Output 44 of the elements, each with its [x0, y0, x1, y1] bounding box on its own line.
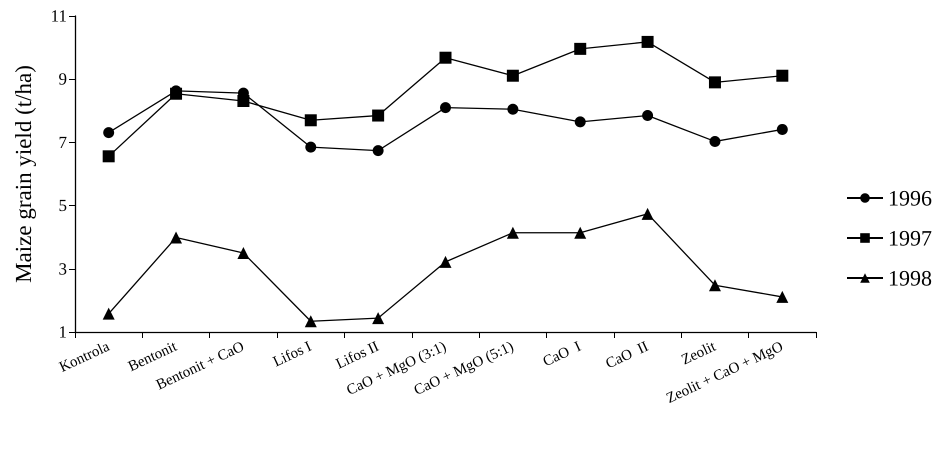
legend-label: 1998: [888, 266, 932, 290]
point: [304, 114, 317, 126]
point: [102, 308, 115, 320]
x-tick-label: Zeolit: [679, 338, 720, 368]
y-tick-label: 9: [58, 70, 67, 89]
point: [776, 70, 788, 82]
point: [440, 256, 452, 268]
point: [440, 52, 452, 64]
y-tick-label: 11: [50, 6, 67, 26]
point: [709, 136, 720, 147]
y-tick-label: 1: [58, 322, 67, 342]
y-tick-label: 7: [58, 132, 68, 152]
point: [372, 312, 384, 324]
point: [507, 104, 518, 115]
point: [170, 232, 182, 244]
point: [440, 102, 451, 114]
x-tick-label: CaO I: [540, 338, 584, 370]
point: [642, 110, 654, 122]
legend-label: 1997: [888, 226, 932, 250]
point: [372, 145, 384, 156]
y-axis-title: Maize grain yield (t/ha): [11, 65, 36, 283]
point: [776, 124, 788, 135]
point: [304, 315, 317, 328]
x-tick-label: Lifos II: [334, 338, 382, 372]
point: [574, 226, 586, 239]
point: [708, 76, 721, 88]
point: [642, 208, 654, 220]
point: [506, 226, 519, 239]
point: [506, 70, 519, 82]
point: [776, 290, 788, 303]
point: [305, 142, 316, 153]
y-tick-label: 3: [58, 259, 67, 278]
point: [102, 150, 115, 162]
point: [708, 279, 721, 292]
y-tick-label: 5: [58, 196, 67, 216]
x-tick-label: CaO II: [603, 338, 651, 372]
x-tick-label: Lifos I: [270, 338, 314, 370]
point: [642, 36, 654, 48]
point: [372, 110, 384, 122]
point: [237, 247, 250, 259]
point: [574, 42, 586, 55]
legend-label: 1996: [888, 186, 932, 210]
point: [103, 127, 114, 138]
point: [574, 116, 586, 128]
